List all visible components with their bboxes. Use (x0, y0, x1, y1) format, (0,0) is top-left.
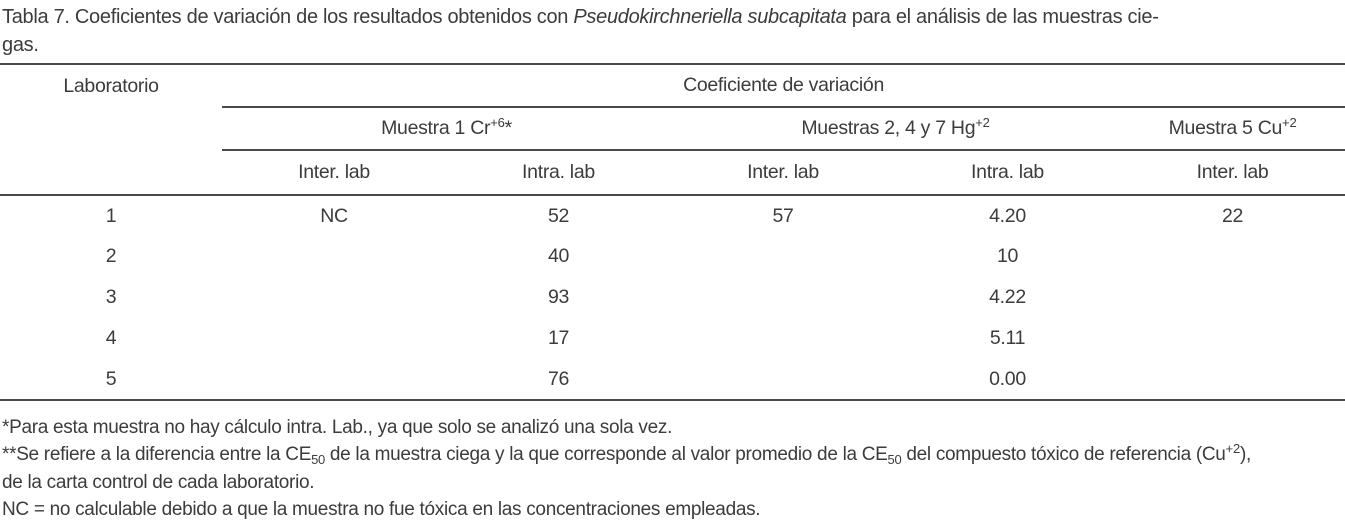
group-cr-label: Muestra 1 Cr (381, 117, 491, 139)
group-header-cu: Muestra 5 Cu+2 (1120, 107, 1345, 151)
group-cu-charge: +2 (1282, 115, 1297, 130)
cell-hg-inter (671, 359, 895, 400)
cell-lab: 4 (105, 327, 117, 349)
cell-hg-inter (671, 236, 895, 277)
species-name: Pseudokirchneriella subcapitata (573, 6, 847, 28)
table-row: 1 NC 52 57 4.20 22 (0, 195, 1345, 236)
cell-cr-inter (222, 236, 446, 277)
group-header-hg: Muestras 2, 4 y 7 Hg+2 (671, 107, 1120, 151)
empty-cell (0, 150, 222, 196)
footnote-nc: NC = no calculable debido a que la muest… (2, 496, 1345, 523)
caption-suffix: para el análisis de las muestras cie- (846, 6, 1159, 28)
cell-hg-intra: 4.20 (989, 204, 1026, 227)
cell-cu-inter (1120, 318, 1345, 359)
subheader-hg-inter: Inter. lab (671, 150, 895, 196)
subheader-hg-intra: Intra. lab (895, 150, 1120, 196)
cell-hg-intra: 0.00 (989, 367, 1026, 390)
footnote-double-asterisk: **Se refiere a la diferencia entre la CE… (2, 441, 1345, 496)
cell-cr-intra: 76 (547, 367, 570, 390)
cell-hg-intra: 5.11 (989, 327, 1026, 349)
footnote2-part2: de la muestra ciega y la que corresponde… (324, 444, 888, 465)
cell-lab: 3 (105, 286, 117, 308)
cell-cr-intra: 17 (547, 327, 570, 349)
lab-column-header: Laboratorio (63, 74, 159, 97)
table-row: 2 40 10 (0, 236, 1345, 277)
caption-prefix: Tabla 7. Coeficientes de variación de lo… (2, 6, 574, 28)
cell-cr-intra: 40 (547, 245, 570, 267)
footnote2-line2: de la carta control de cada laboratorio. (2, 472, 315, 493)
cell-cu-inter (1120, 277, 1345, 318)
cell-cr-inter (222, 318, 446, 359)
header-row-groups: Muestra 1 Cr+6* Muestras 2, 4 y 7 Hg+2 M… (0, 107, 1345, 151)
subheader-cr-inter: Inter. lab (222, 150, 446, 196)
cell-cr-inter (222, 359, 446, 400)
group-header-cr: Muestra 1 Cr+6* (222, 107, 671, 151)
group-cr-charge: +6 (490, 115, 505, 130)
cell-hg-intra: 4.22 (989, 286, 1026, 308)
table-row: 3 93 4.22 (0, 277, 1345, 318)
ce50-subscript: 50 (311, 452, 325, 467)
footnote2-part3: del compuesto tóxico de referencia (Cu (901, 444, 1226, 465)
cell-cr-inter (222, 277, 446, 318)
caption-line2: gas. (2, 34, 39, 56)
cell-lab: 5 (105, 367, 117, 390)
cell-hg-inter: 57 (772, 204, 794, 227)
cu-charge-superscript: +2 (1225, 441, 1241, 456)
cell-hg-intra: 10 (996, 245, 1019, 267)
header-row-sub: Inter. lab Intra. lab Inter. lab Intra. … (0, 150, 1345, 196)
group-cu-label: Muestra 5 Cu (1168, 117, 1283, 139)
footnote-asterisk-text: *Para esta muestra no hay cálculo intra.… (2, 417, 673, 438)
header-row-top: Laboratorio Coeficiente de variación (0, 64, 1345, 108)
group-hg-charge: +2 (975, 115, 990, 130)
cell-lab: 2 (105, 245, 117, 267)
table-caption: Tabla 7. Coeficientes de variación de lo… (0, 0, 1345, 59)
group-hg-label: Muestras 2, 4 y 7 Hg (801, 117, 976, 139)
cell-cr-intra: 93 (547, 286, 570, 308)
coefficient-variation-table: Laboratorio Coeficiente de variación Mue… (0, 63, 1345, 401)
cv-span-header: Coeficiente de variación (222, 64, 1345, 108)
group-cr-asterisk: * (504, 117, 513, 139)
cell-hg-inter (671, 318, 895, 359)
cell-hg-inter (671, 277, 895, 318)
footnote2-part4: ), (1239, 444, 1251, 465)
footnote2-part1: **Se refiere a la diferencia entre la CE (2, 444, 312, 465)
cell-cr-inter: NC (320, 204, 348, 227)
subheader-cr-intra: Intra. lab (446, 150, 671, 196)
empty-cell (0, 107, 222, 150)
ce50-subscript: 50 (887, 452, 902, 467)
footnotes: *Para esta muestra no hay cálculo intra.… (0, 401, 1345, 523)
cell-cr-intra: 52 (547, 204, 570, 227)
table-row: 5 76 0.00 (0, 359, 1345, 400)
subheader-cu-inter: Inter. lab (1120, 150, 1345, 196)
cell-cu-inter: 22 (1221, 204, 1244, 227)
footnote-nc-text: NC = no calculable debido a que la muest… (2, 499, 761, 520)
cell-cu-inter (1120, 359, 1345, 400)
footnote-asterisk: *Para esta muestra no hay cálculo intra.… (2, 414, 1345, 441)
cell-lab: 1 (105, 204, 117, 227)
table-row: 4 17 5.11 (0, 318, 1345, 359)
cell-cu-inter (1120, 236, 1345, 277)
